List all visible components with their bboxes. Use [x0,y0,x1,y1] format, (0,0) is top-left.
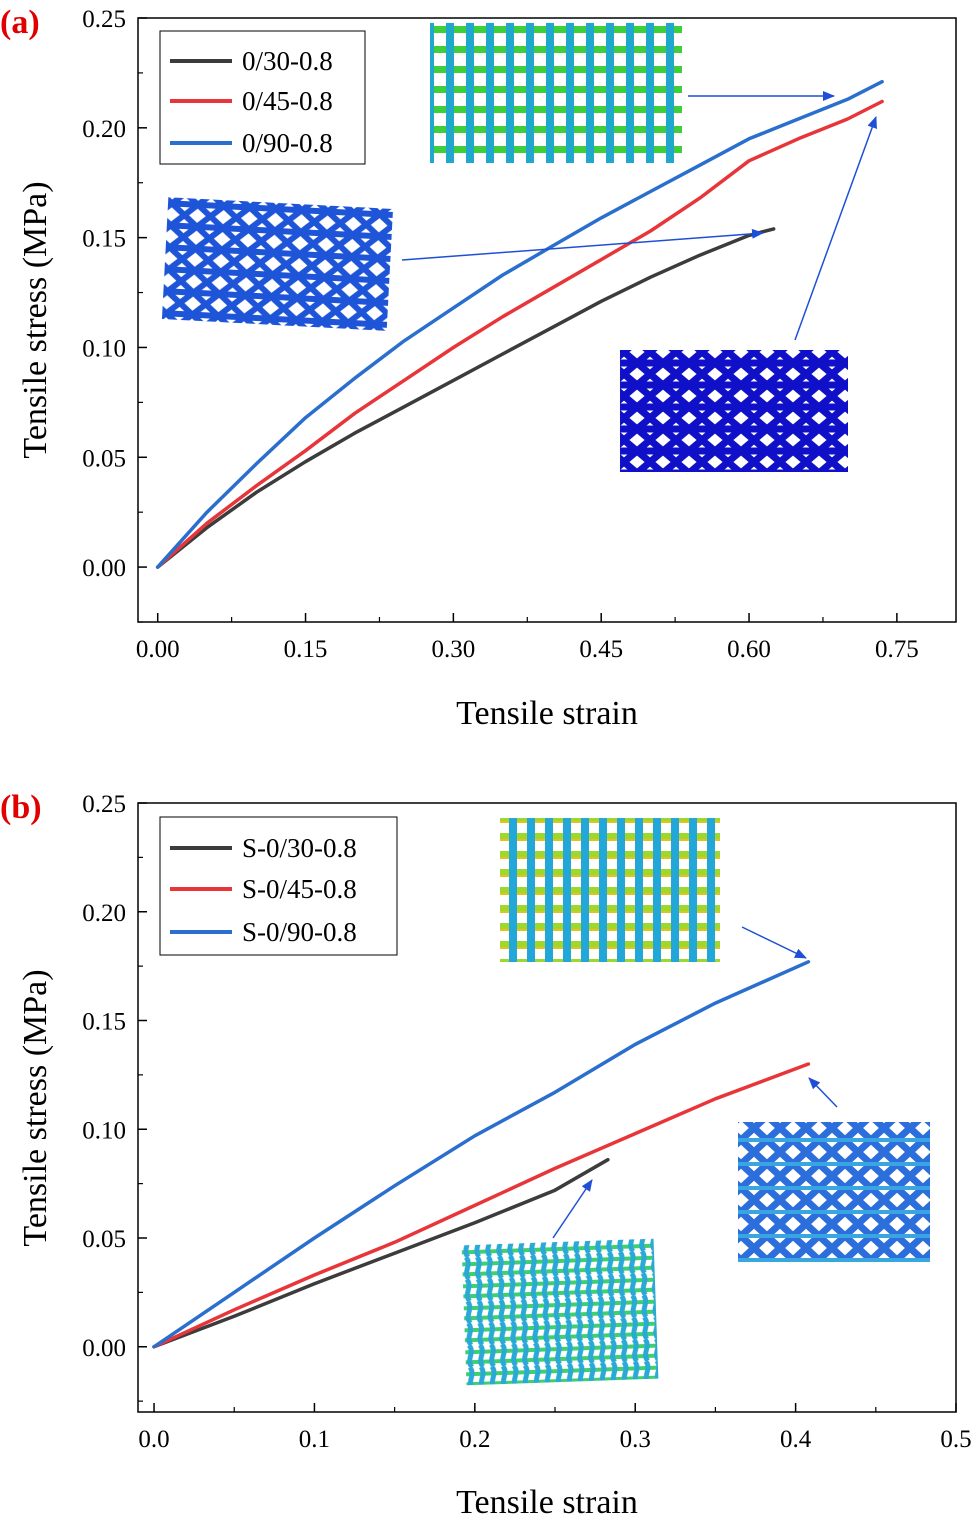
x-axis-title-b: Tensile strain [456,1484,638,1519]
y-tick-label-a-3: 0.15 [82,226,126,253]
series-line-b-0 [152,1157,610,1349]
series-line-b-2 [152,960,811,1349]
arrow-b-s-0-45 [808,1077,838,1108]
plot-area-a: 0.00 0.15 0.30 0.45 0.60 0.75 0.00 0.05 0.10 0.15… [82,6,918,663]
x-tick-label-b-5: 0.5 [940,1426,971,1453]
panel-a: (a) 0.00 0.15 0.30 0.45 0.60 0.75 0.00 0.05 0.10… [0,4,957,732]
legend-b: S-0/30-0.8 S-0/45-0.8 S-0/90-0.8 [159,816,398,956]
x-tick-label-b-1: 0.1 [299,1426,330,1453]
y-tick-label-a-2: 0.10 [82,335,126,362]
y-axis-title-a: Tensile stress (MPa) [17,181,54,458]
arrow-a-0-30 [401,228,764,261]
x-tick-label-b-2: 0.2 [459,1426,490,1453]
y-tick-label-b-0: 0.00 [82,1335,126,1362]
y-tick-label-a-4: 0.20 [82,116,126,143]
legend-label-a-1: 0/45-0.8 [242,86,333,116]
x-tick-label-a-0: 0.00 [136,636,180,663]
legend-label-b-2: S-0/90-0.8 [242,917,357,947]
series-line-b-1 [152,1062,811,1349]
x-tick-label-a-5: 0.75 [875,636,919,663]
y-tick-label-b-3: 0.15 [82,1009,126,1036]
y-tick-label-a-5: 0.25 [82,6,126,33]
panel-label-a: (a) [0,4,40,41]
arrow-b-s-0-30 [552,1179,593,1239]
model-image-s-0-30-b [461,1238,659,1386]
x-tick-label-a-4: 0.60 [727,636,771,663]
y-tick-label-b-5: 0.25 [82,791,126,818]
x-tick-label-b-0: 0.0 [138,1426,169,1453]
y-axis-title-b: Tensile stress (MPa) [17,969,54,1246]
arrow-a-0-45 [794,116,877,341]
legend-a: 0/30-0.8 0/45-0.8 0/90-0.8 [159,30,366,165]
y-tick-label-a-1: 0.05 [82,445,126,472]
arrow-b-s-0-90 [741,926,807,959]
model-image-s-0-45-b [738,1122,930,1262]
x-tick-label-a-2: 0.30 [431,636,475,663]
model-image-0-90-a [430,23,682,163]
legend-label-b-0: S-0/30-0.8 [242,833,357,863]
x-tick-label-b-4: 0.4 [780,1426,812,1453]
y-tick-label-b-2: 0.10 [82,1117,126,1144]
y-tick-label-a-0: 0.00 [82,555,126,582]
legend-label-b-1: S-0/45-0.8 [242,874,357,904]
x-axis-title-a: Tensile strain [456,695,638,732]
plot-frame-a [137,17,957,623]
series-line-a-0 [155,227,776,569]
y-tick-label-b-4: 0.20 [82,900,126,927]
model-image-s-0-90-b [500,818,720,962]
panel-label-b: (b) [0,789,42,826]
model-image-0-45-a [620,350,848,472]
x-tick-label-a-3: 0.45 [579,636,623,663]
x-tick-label-b-3: 0.3 [620,1426,651,1453]
legend-label-a-0: 0/30-0.8 [242,46,333,76]
series-line-a-2 [155,79,884,569]
plot-frame-b [137,802,957,1413]
x-tick-label-a-1: 0.15 [284,636,328,663]
model-image-0-30-a [161,197,394,331]
plot-area-b: 0.0 0.1 0.2 0.3 0.4 0.5 0.00 0.05 0.10 0.15 0.20 0.… [82,791,971,1453]
series-line-a-1 [155,99,884,569]
y-tick-label-b-1: 0.05 [82,1226,126,1253]
legend-label-a-2: 0/90-0.8 [242,128,333,158]
panel-b: (b) 0.0 0.1 0.2 0.3 0.4 0.50.000.050.100.150.… [0,789,972,1519]
